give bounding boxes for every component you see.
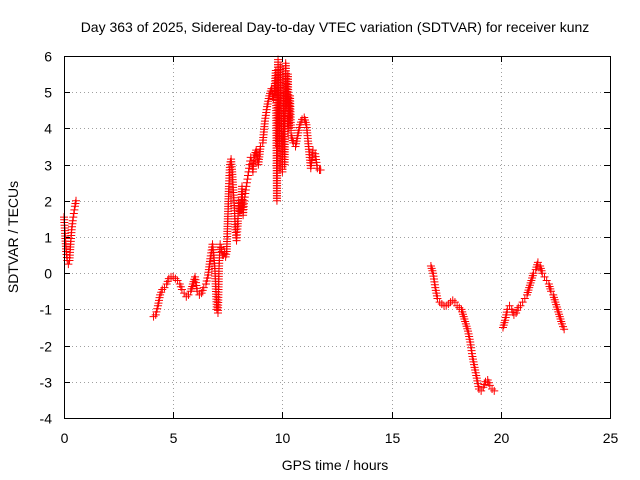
y-tick-label: 0: [44, 266, 52, 282]
y-tick-label: 4: [44, 121, 52, 137]
series-segment-2: [149, 55, 325, 321]
grid-lines: [64, 56, 610, 418]
data-point: [241, 185, 250, 194]
x-tick-label: 20: [494, 430, 510, 446]
data-points: [60, 55, 569, 395]
y-tick-label: -1: [40, 302, 53, 318]
data-point: [242, 178, 251, 187]
data-point: [216, 240, 225, 249]
y-tick-label: -4: [40, 411, 53, 427]
x-tick-label: 25: [603, 430, 619, 446]
data-point: [64, 260, 73, 269]
data-point: [69, 209, 78, 218]
y-tick-labels: -4 -3 -2 -1 0 1 2 3 4 5 6: [40, 49, 53, 427]
data-point: [316, 166, 325, 175]
y-tick-label: -3: [40, 375, 53, 391]
series-segment-3: [426, 261, 499, 395]
x-tick-label: 5: [170, 430, 178, 446]
chart-title: Day 363 of 2025, Sidereal Day-to-day VTE…: [81, 19, 590, 35]
data-point: [72, 196, 81, 205]
data-point: [217, 243, 226, 252]
x-tick-label: 0: [61, 430, 69, 446]
y-tick-label: 2: [44, 194, 52, 210]
y-tick-label: 6: [44, 49, 52, 65]
y-tick-label: 1: [44, 230, 52, 246]
data-point: [69, 213, 78, 222]
data-point: [245, 164, 254, 173]
data-point: [243, 175, 252, 184]
x-tick-label: 15: [385, 430, 401, 446]
data-point: [212, 305, 221, 314]
x-tick-label: 10: [275, 430, 291, 446]
data-point: [70, 205, 79, 214]
x-axis-label: GPS time / hours: [282, 457, 389, 473]
data-point: [241, 189, 250, 198]
data-point: [242, 182, 251, 191]
data-point: [244, 171, 253, 180]
data-point: [240, 193, 249, 202]
x-tick-labels: 0 5 10 15 20 25: [61, 430, 619, 446]
y-axis-label: SDTVAR / TECUs: [5, 181, 21, 293]
y-tick-label: -2: [40, 339, 53, 355]
data-point: [490, 386, 499, 395]
y-tick-label: 5: [44, 85, 52, 101]
data-point: [68, 216, 77, 225]
series-segment-4: [498, 258, 569, 334]
series-segment-1: [60, 196, 81, 269]
data-point: [240, 196, 249, 205]
data-point: [560, 325, 569, 334]
y-tick-label: 3: [44, 158, 52, 174]
plot-frame: [64, 56, 611, 419]
